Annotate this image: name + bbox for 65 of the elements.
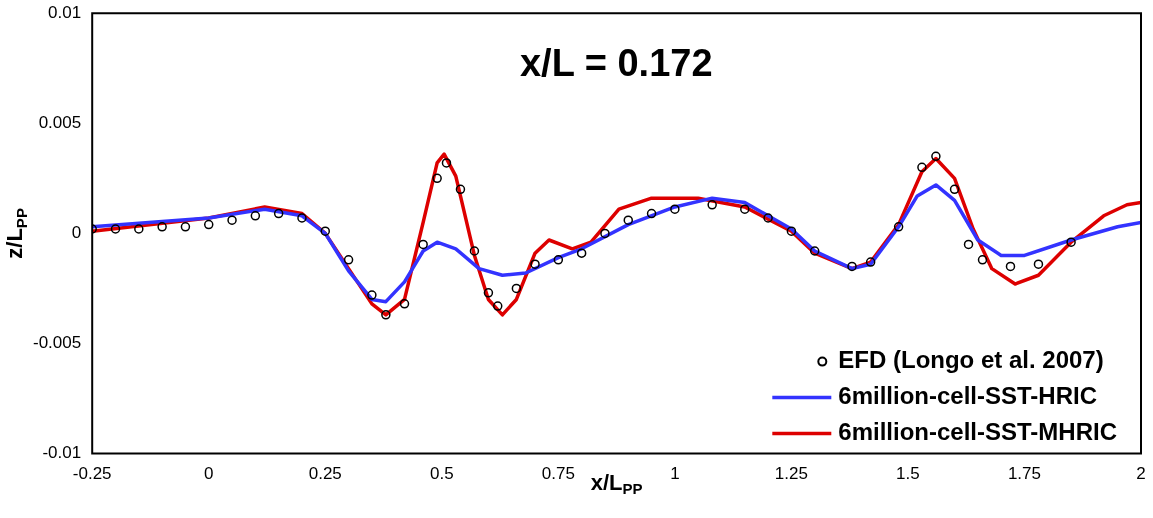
point bbox=[670, 204, 680, 214]
point bbox=[180, 222, 191, 232]
point bbox=[707, 200, 717, 210]
x-tick-label: 0.5 bbox=[429, 464, 454, 484]
annotation: x/L = 0.172 bbox=[519, 41, 713, 84]
point bbox=[786, 226, 797, 236]
legend-label: 6million-cell-SST-MHRIC bbox=[838, 418, 1118, 446]
point bbox=[847, 261, 857, 272]
point bbox=[740, 204, 750, 214]
x-tick-label: -0.25 bbox=[72, 464, 112, 484]
point bbox=[977, 255, 988, 265]
point bbox=[600, 228, 610, 239]
y-tick-label: 0.005 bbox=[38, 112, 82, 132]
y-tick-label: -0.005 bbox=[33, 333, 82, 353]
point bbox=[623, 215, 634, 225]
point bbox=[483, 288, 494, 298]
point bbox=[553, 255, 564, 265]
point bbox=[297, 213, 307, 223]
x-tick-label: 1 bbox=[670, 464, 680, 484]
point bbox=[576, 248, 587, 258]
x-tick-label: 1.75 bbox=[1007, 464, 1042, 484]
point bbox=[343, 255, 354, 265]
point bbox=[273, 208, 284, 219]
point bbox=[763, 213, 773, 223]
y-tick-label: -0.01 bbox=[42, 443, 82, 463]
point bbox=[492, 301, 503, 311]
y-axis-title: z/LPP bbox=[2, 208, 30, 259]
point bbox=[809, 246, 820, 256]
point bbox=[227, 215, 237, 225]
x-tick-label: 0.25 bbox=[308, 464, 342, 484]
point bbox=[157, 222, 167, 232]
point bbox=[469, 246, 480, 256]
point bbox=[530, 259, 540, 269]
point bbox=[203, 219, 214, 230]
point bbox=[511, 283, 522, 294]
x-tick-label: 0.75 bbox=[541, 464, 575, 484]
x-tick-label: 2 bbox=[1136, 464, 1146, 484]
legend-label: EFD (Longo et al. 2007) bbox=[838, 346, 1104, 374]
point bbox=[931, 151, 941, 162]
point bbox=[367, 290, 377, 300]
y-tick-label: 0.01 bbox=[48, 2, 82, 22]
point bbox=[949, 184, 960, 195]
point bbox=[399, 299, 410, 309]
x-tick-label: 1.5 bbox=[896, 464, 920, 484]
point bbox=[110, 224, 121, 234]
point bbox=[418, 239, 428, 250]
point bbox=[865, 257, 876, 267]
point bbox=[1005, 261, 1016, 272]
point bbox=[320, 226, 331, 236]
point bbox=[455, 184, 466, 195]
point bbox=[893, 222, 904, 232]
y-tick-label: 0 bbox=[71, 223, 82, 243]
point bbox=[441, 158, 452, 168]
x-tick-label: 1.25 bbox=[774, 464, 808, 484]
point bbox=[134, 224, 144, 234]
point bbox=[646, 208, 657, 219]
x-tick-label: 0 bbox=[204, 464, 214, 484]
point bbox=[432, 173, 442, 184]
point bbox=[917, 162, 927, 173]
point bbox=[1066, 237, 1076, 247]
point bbox=[1033, 259, 1044, 269]
point bbox=[250, 211, 261, 221]
legend-label: 6million-cell-SST-HRIC bbox=[838, 382, 1098, 410]
point bbox=[963, 239, 974, 250]
point bbox=[381, 310, 391, 320]
